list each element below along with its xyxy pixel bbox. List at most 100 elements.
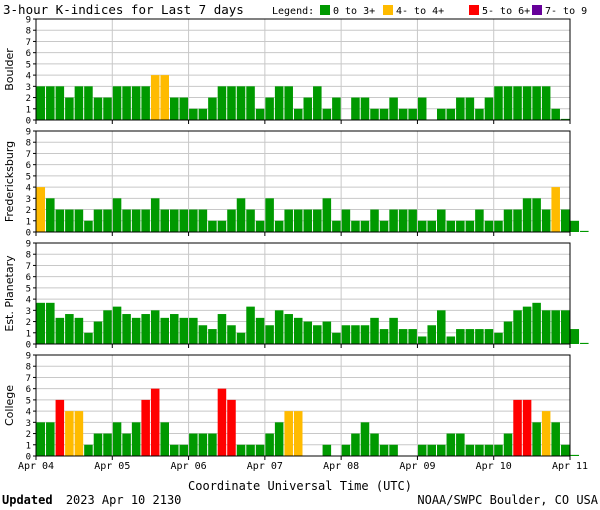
y-tick-label: 8 [26,27,31,37]
y-tick-label: 1 [26,105,31,115]
k-bar [322,321,332,344]
panel-label: College [3,385,16,426]
k-bar [532,86,541,120]
panel-label: Est. Planetary [3,255,16,332]
k-bar [141,209,150,232]
k-bar [570,220,580,232]
legend-swatch-0 [320,5,330,15]
k-bar [179,209,189,232]
k-bar [246,444,255,456]
y-tick-label: 8 [26,139,31,149]
k-bar [532,198,541,232]
y-tick-label: 9 [26,16,31,26]
k-bar [551,187,560,232]
k-bar [122,314,131,344]
y-tick-label: 5 [26,284,31,294]
legend-label-3: 7- to 9 [545,6,587,17]
k-bar [284,209,293,232]
k-bar [484,444,494,456]
k-bar [284,411,293,456]
k-bar [265,97,274,120]
k-bar [351,433,360,456]
k-bar [93,97,103,120]
k-bar [141,86,150,120]
k-bar [522,399,532,456]
k-bar [560,444,570,456]
updated-value: 2023 Apr 10 2130 [66,493,182,507]
k-bar [227,86,236,120]
k-bar [170,314,179,344]
k-bar [456,329,465,344]
k-bar [408,329,417,344]
k-bar [170,209,179,232]
k-bar [332,220,341,232]
k-bar [580,342,589,344]
k-bar [293,108,303,120]
k-bar [522,86,532,120]
k-bar [417,336,427,344]
k-bar [265,433,274,456]
k-bar [170,444,179,456]
y-tick-label: 0 [26,453,31,463]
y-tick-label: 4 [26,72,31,82]
k-bar [417,97,427,120]
k-bar [322,444,332,456]
k-bar [293,209,303,232]
k-bar [293,411,303,456]
k-bar [189,209,198,232]
k-bar [351,220,360,232]
k-bar [208,220,217,232]
k-bar [303,97,313,120]
k-bar [408,108,417,120]
k-bar [303,321,313,344]
k-bar [179,444,189,456]
k-bar [379,108,389,120]
y-tick-label: 8 [26,251,31,261]
legend-label-0: 0 to 3+ [333,6,375,17]
y-tick-label: 7 [26,150,31,160]
y-tick-label: 2 [26,94,31,104]
k-bar [84,86,93,120]
k-bar [189,433,198,456]
k-bar [55,209,65,232]
y-tick-label: 4 [26,408,31,418]
k-bar [332,332,341,344]
k-bar [284,86,293,120]
k-bar [379,329,389,344]
k-bar [494,86,503,120]
k-bar [160,75,169,120]
k-bar [198,433,208,456]
k-bar [456,433,465,456]
legend-swatch-1 [383,5,393,15]
k-bar [274,86,284,120]
x-axis-label: Coordinate Universal Time (UTC) [188,479,412,493]
y-tick-label: 5 [26,172,31,182]
k-bar [265,325,274,344]
k-bar [475,444,484,456]
k-bar [103,97,112,120]
k-bar [46,302,55,344]
k-bar [141,314,150,344]
k-bar [484,329,494,344]
k-bar [131,317,141,344]
y-tick-label: 9 [26,352,31,362]
k-bar [322,108,332,120]
k-bar [389,209,398,232]
k-bar [46,422,55,456]
k-bar [398,329,408,344]
x-tick-label: Apr 09 [399,461,435,472]
k-bar [398,209,408,232]
k-bar [446,336,456,344]
k-bar [198,325,208,344]
k-bar [513,209,522,232]
k-bar [465,97,475,120]
k-bar [103,433,112,456]
x-tick-label: Apr 04 [18,461,54,472]
y-tick-label: 1 [26,329,31,339]
y-tick-label: 7 [26,38,31,48]
panel-frame [35,242,571,345]
k-bar [580,230,589,232]
